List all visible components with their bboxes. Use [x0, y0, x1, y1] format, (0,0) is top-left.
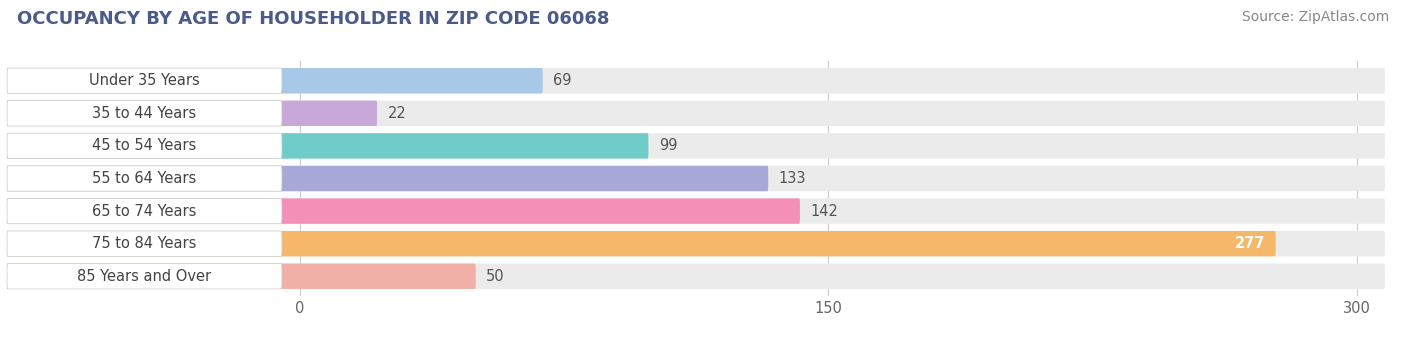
Text: 277: 277	[1234, 236, 1265, 251]
FancyBboxPatch shape	[7, 231, 1385, 256]
FancyBboxPatch shape	[7, 231, 1275, 256]
Text: 50: 50	[486, 269, 505, 284]
FancyBboxPatch shape	[7, 264, 1385, 289]
Text: 142: 142	[810, 204, 838, 219]
FancyBboxPatch shape	[7, 68, 1385, 94]
FancyBboxPatch shape	[7, 68, 283, 94]
FancyBboxPatch shape	[7, 166, 768, 191]
Text: 75 to 84 Years: 75 to 84 Years	[93, 236, 197, 251]
Text: Source: ZipAtlas.com: Source: ZipAtlas.com	[1241, 10, 1389, 24]
FancyBboxPatch shape	[7, 198, 1385, 224]
Text: 35 to 44 Years: 35 to 44 Years	[93, 106, 197, 121]
FancyBboxPatch shape	[7, 133, 283, 159]
FancyBboxPatch shape	[7, 133, 1385, 159]
FancyBboxPatch shape	[7, 166, 1385, 191]
FancyBboxPatch shape	[7, 264, 475, 289]
Text: 65 to 74 Years: 65 to 74 Years	[93, 204, 197, 219]
Text: 85 Years and Over: 85 Years and Over	[77, 269, 211, 284]
Text: Under 35 Years: Under 35 Years	[89, 73, 200, 88]
FancyBboxPatch shape	[7, 231, 283, 256]
FancyBboxPatch shape	[7, 101, 283, 126]
Text: 22: 22	[388, 106, 406, 121]
Text: 99: 99	[659, 138, 678, 153]
FancyBboxPatch shape	[7, 264, 283, 289]
Text: 69: 69	[553, 73, 572, 88]
FancyBboxPatch shape	[7, 101, 1385, 126]
FancyBboxPatch shape	[7, 166, 283, 191]
Text: 55 to 64 Years: 55 to 64 Years	[93, 171, 197, 186]
FancyBboxPatch shape	[7, 68, 543, 94]
FancyBboxPatch shape	[7, 133, 648, 159]
Text: 45 to 54 Years: 45 to 54 Years	[93, 138, 197, 153]
Text: 133: 133	[779, 171, 806, 186]
FancyBboxPatch shape	[7, 198, 283, 224]
Text: OCCUPANCY BY AGE OF HOUSEHOLDER IN ZIP CODE 06068: OCCUPANCY BY AGE OF HOUSEHOLDER IN ZIP C…	[17, 10, 609, 28]
FancyBboxPatch shape	[7, 101, 377, 126]
FancyBboxPatch shape	[7, 198, 800, 224]
